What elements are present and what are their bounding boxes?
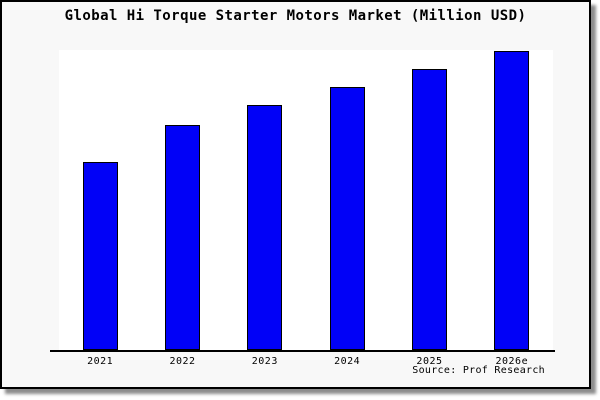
bar-2024: [329, 87, 365, 350]
plot-area: [59, 50, 553, 350]
bar-slot-2024: [306, 50, 388, 350]
chart-frame: Global Hi Torque Starter Motors Market (…: [0, 0, 591, 389]
source-attribution: Source: Prof Research: [412, 365, 545, 376]
bar-2026e: [494, 51, 530, 350]
x-label-2022: 2022: [169, 356, 196, 367]
x-label-2025: 2025: [416, 356, 443, 367]
bar-2021: [82, 162, 118, 350]
x-axis-labels: 2021 2022 2023 2024 2025 2026e: [59, 356, 553, 367]
bar-2023: [247, 105, 283, 350]
bar-2025: [411, 69, 447, 350]
x-label-2024: 2024: [334, 356, 361, 367]
x-axis-line: [50, 350, 555, 352]
bar-2022: [164, 125, 200, 350]
bar-slot-2021: [59, 50, 141, 350]
bar-slot-2025: [388, 50, 470, 350]
x-label-2023: 2023: [251, 356, 278, 367]
bar-slot-2022: [141, 50, 223, 350]
bar-slot-2026e: [471, 50, 553, 350]
bar-slot-2023: [224, 50, 306, 350]
x-label-2026e: 2026e: [495, 356, 529, 367]
chart-title: Global Hi Torque Starter Motors Market (…: [64, 8, 527, 24]
x-label-2021: 2021: [87, 356, 114, 367]
